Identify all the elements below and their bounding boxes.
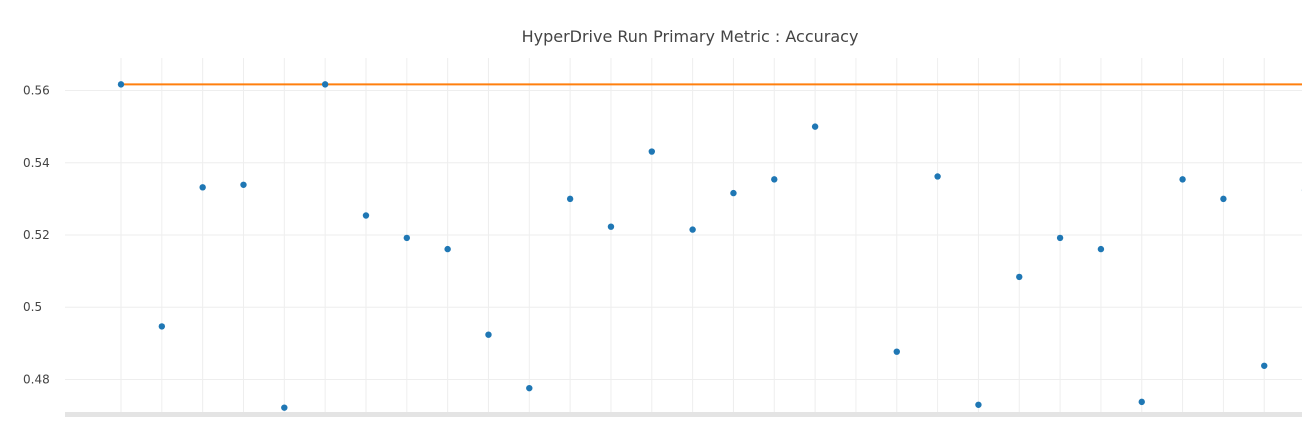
- data-point[interactable]: [567, 196, 573, 202]
- y-axis: 0.48 0.5 0.52 0.54 0.56: [23, 84, 50, 387]
- data-point[interactable]: [730, 190, 736, 196]
- data-point[interactable]: [526, 385, 532, 391]
- y-tick-label: 0.52: [23, 228, 50, 242]
- y-tick-label: 0.5: [23, 300, 42, 314]
- data-point[interactable]: [240, 182, 246, 188]
- data-point[interactable]: [199, 184, 205, 190]
- data-point[interactable]: [934, 173, 940, 179]
- data-point[interactable]: [444, 246, 450, 252]
- data-point[interactable]: [1179, 176, 1185, 182]
- data-point[interactable]: [1139, 399, 1145, 405]
- data-point[interactable]: [1220, 196, 1226, 202]
- y-tick-label: 0.54: [23, 156, 50, 170]
- data-point[interactable]: [689, 226, 695, 232]
- data-point[interactable]: [975, 402, 981, 408]
- data-point[interactable]: [771, 176, 777, 182]
- data-point[interactable]: [1261, 363, 1267, 369]
- grid-lines: [65, 58, 1302, 417]
- series-layer: [118, 81, 1302, 411]
- data-point[interactable]: [1016, 274, 1022, 280]
- y-tick-label: 0.48: [23, 372, 50, 386]
- data-point[interactable]: [1098, 246, 1104, 252]
- data-point[interactable]: [608, 223, 614, 229]
- data-point[interactable]: [649, 148, 655, 154]
- data-point[interactable]: [404, 235, 410, 241]
- data-point[interactable]: [363, 212, 369, 218]
- data-point[interactable]: [485, 331, 491, 337]
- data-point[interactable]: [322, 81, 328, 87]
- data-point[interactable]: [281, 404, 287, 410]
- data-point[interactable]: [118, 81, 124, 87]
- data-point[interactable]: [159, 323, 165, 329]
- data-point[interactable]: [1057, 235, 1063, 241]
- x-axis-band: [65, 412, 1302, 417]
- data-point[interactable]: [812, 123, 818, 129]
- y-tick-label: 0.56: [23, 84, 50, 98]
- data-point[interactable]: [894, 348, 900, 354]
- chart-title: HyperDrive Run Primary Metric : Accuracy: [0, 27, 1302, 46]
